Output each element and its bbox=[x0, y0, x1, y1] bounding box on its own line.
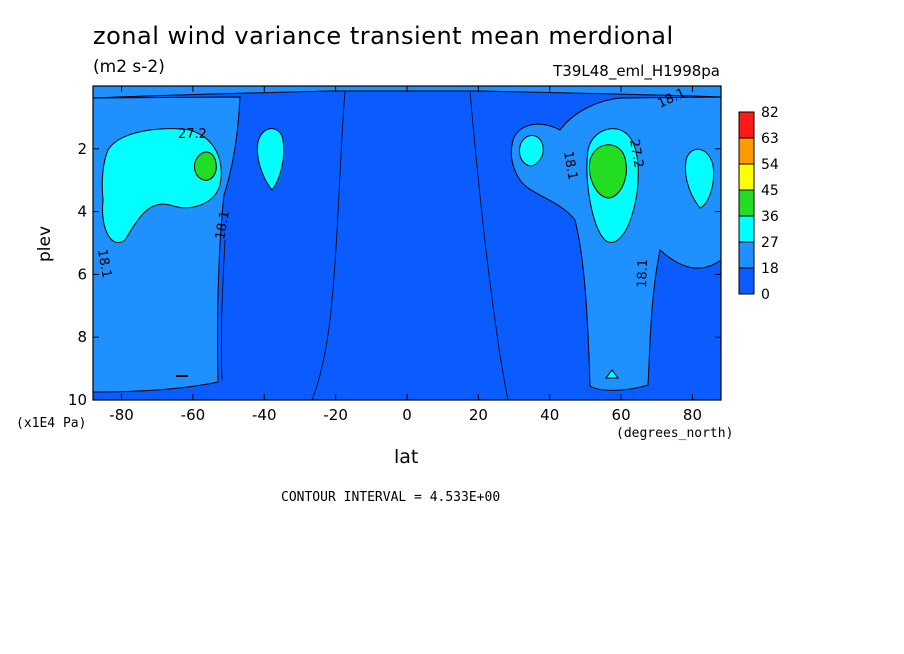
colorbar-swatch bbox=[738, 241, 755, 269]
x-ticks: -80 -60 -40 -20 0 20 40 60 80 bbox=[109, 86, 702, 424]
chart-units: (m2 s-2) bbox=[93, 57, 165, 77]
field-nh-secondary bbox=[519, 135, 544, 167]
contour-label: 18.1 bbox=[635, 259, 651, 288]
contour-line bbox=[469, 90, 509, 400]
colorbar-label: 27 bbox=[761, 235, 779, 251]
field-sh-36 bbox=[193, 151, 217, 181]
colorbar: 82 63 54 45 36 27 18 0 bbox=[738, 105, 779, 303]
y-ticks: 2 4 6 8 10 bbox=[68, 140, 721, 409]
contour-label: 18.1 bbox=[560, 150, 580, 181]
contour-label: 18.1 bbox=[213, 210, 233, 241]
dataset-label: T39L48_eml_H1998pa bbox=[553, 62, 720, 80]
field-sh-secondary bbox=[256, 128, 285, 191]
colorbar-swatch bbox=[738, 267, 755, 295]
colorbar-label: 18 bbox=[761, 261, 779, 277]
x-axis-unit: (degrees_north) bbox=[616, 426, 734, 441]
y-axis-unit: (x1E4 Pa) bbox=[16, 416, 87, 431]
field-nh-18 bbox=[510, 96, 721, 391]
colorbar-label: 45 bbox=[761, 183, 779, 199]
x-tick-label: -40 bbox=[252, 406, 277, 424]
colorbar-swatch bbox=[738, 215, 755, 243]
colorbar-label: 36 bbox=[761, 209, 779, 225]
y-tick-label: 6 bbox=[77, 265, 87, 283]
contour-label: 27.2 bbox=[626, 138, 646, 169]
x-tick-label: -60 bbox=[181, 406, 206, 424]
y-tick-label: 2 bbox=[77, 140, 87, 158]
x-tick-label: -20 bbox=[323, 406, 348, 424]
colorbar-label: 82 bbox=[761, 105, 779, 121]
x-tick-label: 40 bbox=[540, 406, 559, 424]
colorbar-label: 63 bbox=[761, 131, 779, 147]
field-nh-polar bbox=[684, 148, 715, 209]
x-tick-label: -80 bbox=[109, 406, 134, 424]
contour-label: 18.1 bbox=[94, 248, 114, 279]
contour-line bbox=[605, 369, 619, 379]
field-top-band bbox=[93, 86, 721, 99]
y-tick-label: 10 bbox=[68, 391, 87, 409]
colorbar-swatch bbox=[738, 111, 755, 139]
colorbar-label: 54 bbox=[761, 157, 779, 173]
contour-field bbox=[93, 86, 721, 400]
contour-label: 27.2 bbox=[178, 127, 207, 142]
x-axis-label: lat bbox=[394, 446, 419, 468]
y-tick-label: 4 bbox=[77, 203, 87, 221]
x-tick-label: 0 bbox=[402, 406, 412, 424]
x-tick-label: 80 bbox=[683, 406, 702, 424]
field-sh-27 bbox=[101, 128, 222, 243]
contour-line bbox=[311, 90, 346, 400]
x-tick-label: 20 bbox=[469, 406, 488, 424]
colorbar-swatch bbox=[738, 189, 755, 217]
contour-line bbox=[220, 239, 226, 381]
field-nh-36 bbox=[588, 144, 627, 199]
x-tick-label: 60 bbox=[612, 406, 631, 424]
chart-title: zonal wind variance transient mean merdi… bbox=[93, 22, 674, 50]
colorbar-swatch bbox=[738, 163, 755, 191]
y-tick-label: 8 bbox=[77, 328, 87, 346]
colorbar-label: 0 bbox=[761, 287, 770, 303]
contour-interval: CONTOUR INTERVAL = 4.533E+00 bbox=[281, 490, 501, 505]
colorbar-swatch bbox=[738, 137, 755, 165]
